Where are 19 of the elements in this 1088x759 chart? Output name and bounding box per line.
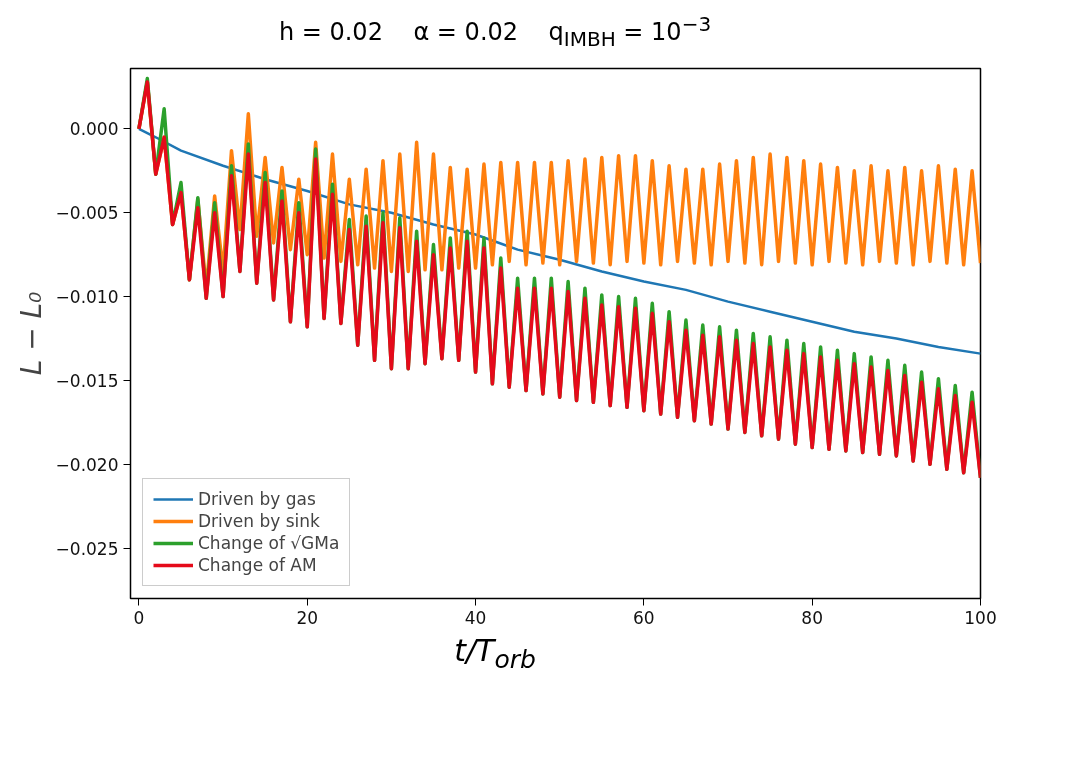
y-tick-label: 0.000 xyxy=(69,119,119,140)
y-tick-label: −0.010 xyxy=(55,287,119,308)
x-tick-label: 80 xyxy=(801,607,824,628)
y-tick-label: −0.020 xyxy=(55,455,119,476)
x-tick-label: 40 xyxy=(464,607,487,628)
legend-label: Change of AM xyxy=(198,555,317,576)
x-tick-label: 0 xyxy=(133,607,145,628)
y-axis-title: L − L₀ xyxy=(14,292,48,376)
legend-label: Driven by gas xyxy=(198,489,316,510)
y-tick-label: −0.025 xyxy=(55,539,119,560)
y-tick-label: −0.015 xyxy=(55,371,119,392)
legend-label: Driven by sink xyxy=(198,511,320,532)
chart-title: h = 0.02 α = 0.02 q$_{IMBH}$ = 10$^{−3}$ xyxy=(278,11,712,53)
x-tick-label: 100 xyxy=(964,607,997,628)
x-tick-label: 20 xyxy=(296,607,319,628)
x-axis-title: t/T$_{orb}$ xyxy=(454,632,536,677)
legend-label: Change of √GMa xyxy=(198,533,340,554)
x-tick-label: 60 xyxy=(633,607,655,628)
y-tick-label: −0.005 xyxy=(55,203,119,224)
